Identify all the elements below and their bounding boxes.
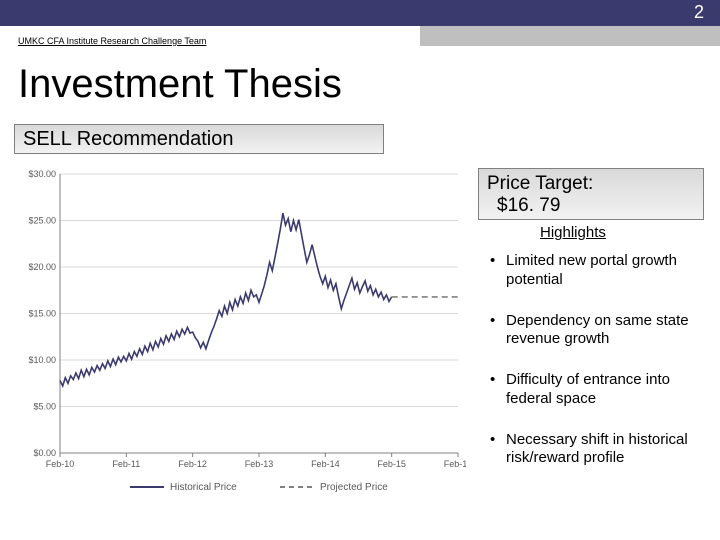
price-chart: $0.00 $5.00 $10.00 $15.00 $20.00 $25.00 $30.00… [16,168,466,503]
svg-text:Feb-16: Feb-16 [444,459,466,469]
svg-text:$20.00: $20.00 [28,262,56,272]
price-target-label: Price Target: [487,173,695,195]
header-gray-bar [420,26,720,46]
header-bar: 2 [0,0,720,26]
team-label: UMKC CFA Institute Research Challenge Te… [18,36,206,46]
svg-text:$5.00: $5.00 [33,402,56,412]
price-target-box: Price Target: $16. 79 [478,168,704,220]
svg-text:Feb-15: Feb-15 [377,459,406,469]
sell-recommendation-box: SELL Recommendation [14,124,384,154]
page-title: Investment Thesis [18,62,342,107]
list-item: Dependency on same state revenue growth [490,312,712,350]
svg-text:Projected Price: Projected Price [320,482,388,493]
page-number: 2 [694,2,704,23]
svg-text:Feb-10: Feb-10 [46,459,75,469]
svg-text:$15.00: $15.00 [28,309,56,319]
svg-text:$0.00: $0.00 [33,448,56,458]
price-target-value: $16. 79 [487,195,695,217]
chart-svg: $0.00 $5.00 $10.00 $15.00 $20.00 $25.00 $30.00… [16,168,466,503]
highlights-heading: Highlights [540,224,606,241]
svg-text:Feb-13: Feb-13 [245,459,274,469]
svg-text:Feb-11: Feb-11 [112,459,140,469]
list-item: Limited new portal growth potential [490,252,712,290]
list-item: Difficulty of entrance into federal spac… [490,371,712,409]
svg-text:$30.00: $30.00 [28,169,56,179]
list-item: Necessary shift in historical risk/rewar… [490,431,712,469]
svg-text:Historical Price: Historical Price [170,482,237,493]
highlights-list: Limited new portal growth potential Depe… [490,252,712,490]
svg-text:Feb-14: Feb-14 [311,459,340,469]
svg-text:Feb-12: Feb-12 [178,459,207,469]
svg-text:$10.00: $10.00 [28,355,56,365]
svg-text:$25.00: $25.00 [28,216,56,226]
